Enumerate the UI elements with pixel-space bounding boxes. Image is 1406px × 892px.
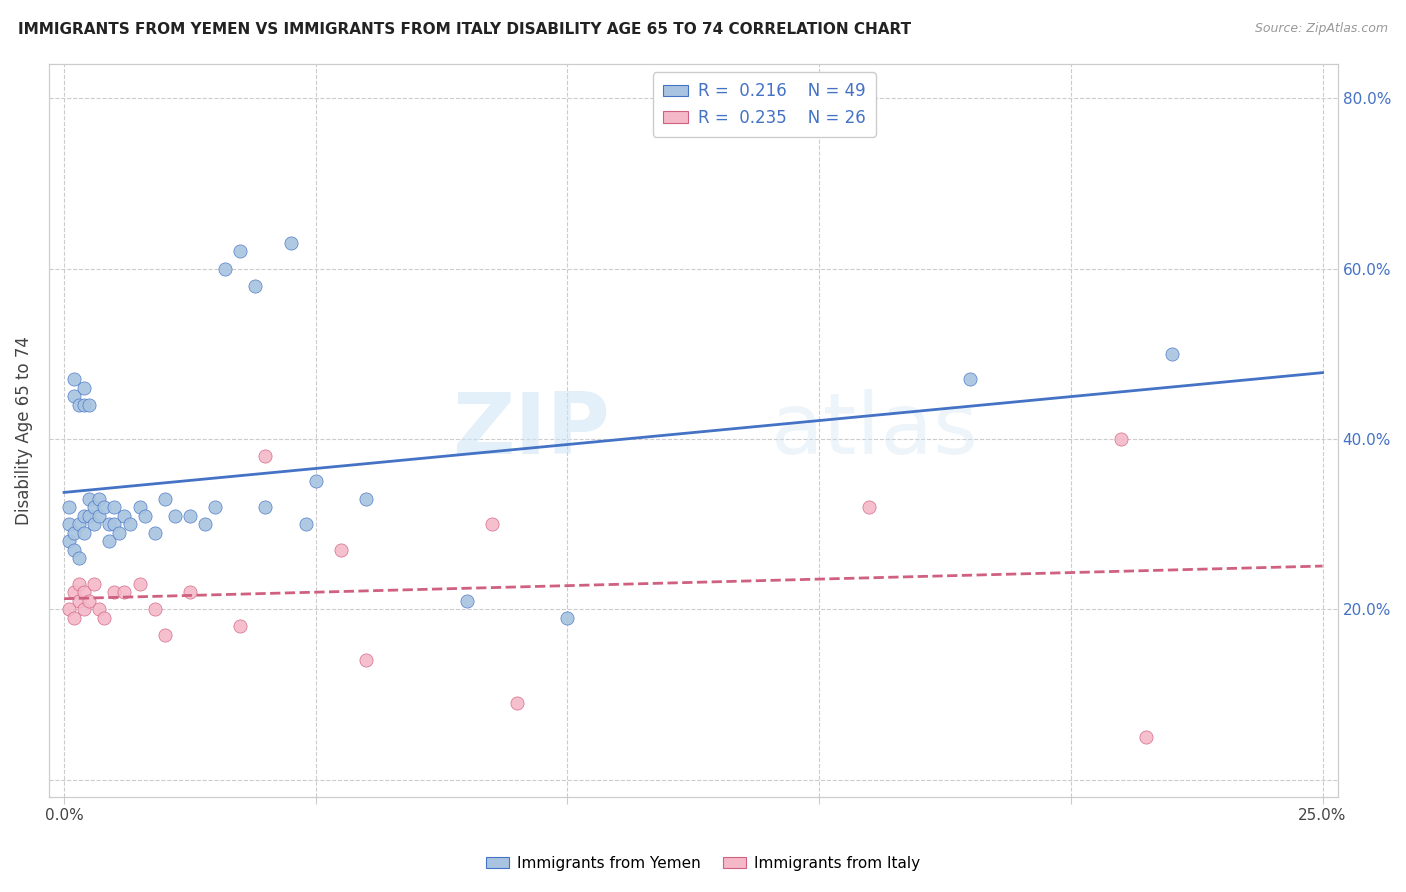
- Point: [63, 611, 86, 625]
- Point: [858, 500, 880, 514]
- Legend: Immigrants from Yemen, Immigrants from Italy: Immigrants from Yemen, Immigrants from I…: [479, 850, 927, 877]
- Point: [354, 491, 377, 506]
- Point: [58, 500, 80, 514]
- Legend: R =  0.216    N = 49, R =  0.235    N = 26: R = 0.216 N = 49, R = 0.235 N = 26: [652, 72, 876, 136]
- Point: [354, 653, 377, 667]
- Point: [1109, 432, 1132, 446]
- Point: [103, 517, 125, 532]
- Text: IMMIGRANTS FROM YEMEN VS IMMIGRANTS FROM ITALY DISABILITY AGE 65 TO 74 CORRELATI: IMMIGRANTS FROM YEMEN VS IMMIGRANTS FROM…: [18, 22, 911, 37]
- Point: [103, 500, 125, 514]
- Point: [67, 576, 90, 591]
- Point: [280, 235, 302, 250]
- Point: [73, 381, 96, 395]
- Point: [73, 525, 96, 540]
- Point: [134, 508, 156, 523]
- Point: [128, 576, 150, 591]
- Point: [93, 500, 115, 514]
- Point: [103, 585, 125, 599]
- Point: [98, 517, 121, 532]
- Point: [179, 585, 201, 599]
- Point: [329, 542, 352, 557]
- Point: [959, 372, 981, 386]
- Point: [98, 534, 121, 549]
- Point: [89, 508, 111, 523]
- Point: [254, 449, 277, 463]
- Point: [77, 491, 100, 506]
- Point: [73, 602, 96, 616]
- Text: atlas: atlas: [770, 389, 979, 472]
- Point: [83, 517, 105, 532]
- Point: [254, 500, 277, 514]
- Point: [194, 517, 217, 532]
- Point: [77, 593, 100, 607]
- Point: [63, 585, 86, 599]
- Point: [114, 585, 136, 599]
- Point: [73, 585, 96, 599]
- Point: [108, 525, 131, 540]
- Point: [63, 525, 86, 540]
- Point: [204, 500, 226, 514]
- Point: [294, 517, 316, 532]
- Text: Source: ZipAtlas.com: Source: ZipAtlas.com: [1254, 22, 1388, 36]
- Point: [214, 261, 236, 276]
- Point: [77, 398, 100, 412]
- Point: [67, 551, 90, 566]
- Point: [305, 475, 328, 489]
- Point: [63, 389, 86, 403]
- Point: [73, 508, 96, 523]
- Point: [557, 611, 579, 625]
- Text: ZIP: ZIP: [451, 389, 610, 472]
- Point: [1160, 347, 1182, 361]
- Point: [89, 602, 111, 616]
- Point: [58, 534, 80, 549]
- Point: [73, 398, 96, 412]
- Point: [163, 508, 186, 523]
- Point: [153, 491, 176, 506]
- Point: [93, 611, 115, 625]
- Point: [143, 525, 166, 540]
- Point: [229, 619, 252, 633]
- Point: [83, 500, 105, 514]
- Y-axis label: Disability Age 65 to 74: Disability Age 65 to 74: [15, 336, 32, 524]
- Point: [67, 593, 90, 607]
- Point: [1135, 730, 1157, 744]
- Point: [77, 508, 100, 523]
- Point: [58, 602, 80, 616]
- Point: [63, 542, 86, 557]
- Point: [245, 278, 267, 293]
- Point: [143, 602, 166, 616]
- Point: [89, 491, 111, 506]
- Point: [481, 517, 503, 532]
- Point: [229, 244, 252, 259]
- Point: [179, 508, 201, 523]
- Point: [83, 576, 105, 591]
- Point: [456, 593, 478, 607]
- Point: [114, 508, 136, 523]
- Point: [118, 517, 141, 532]
- Point: [67, 398, 90, 412]
- Point: [128, 500, 150, 514]
- Point: [506, 696, 529, 710]
- Point: [63, 372, 86, 386]
- Point: [67, 517, 90, 532]
- Point: [58, 517, 80, 532]
- Point: [153, 628, 176, 642]
